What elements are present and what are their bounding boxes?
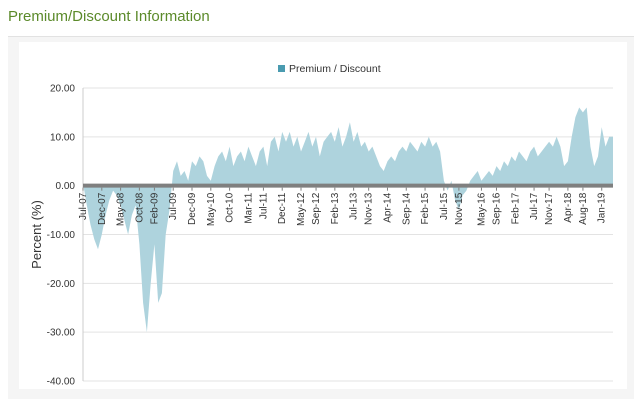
area-layer: [83, 107, 613, 333]
x-tick-label: Feb-15: [420, 192, 431, 224]
x-tick-label: May-10: [206, 192, 217, 226]
chart-panel: 20.00 10.00 0.00 -10.00 -20.00 -30.00 -40.00 J…: [8, 36, 634, 399]
x-tick-label: May-08: [116, 192, 127, 226]
x-tick-label: Apr-14: [382, 192, 393, 222]
x-tick-label: Oct-10: [225, 192, 236, 222]
y-tick-label: -40.00: [47, 377, 76, 388]
x-tick-label: Feb-17: [510, 192, 521, 224]
x-tick-label: Dec-07: [97, 192, 108, 225]
chart-container: 20.00 10.00 0.00 -10.00 -20.00 -30.00 -40.00 J…: [19, 42, 627, 389]
x-tick-label: Jul-09: [168, 192, 179, 220]
y-tick-labels: 20.00 10.00 0.00 -10.00 -20.00 -30.00 -40.00: [47, 84, 76, 388]
x-tick-label: Apr-18: [563, 192, 574, 222]
y-tick-label: -30.00: [47, 328, 76, 339]
y-tick-label: 20.00: [50, 84, 75, 95]
x-tick-label: Feb-13: [330, 192, 341, 224]
x-tick-label: Jul-11: [258, 192, 269, 219]
axis-layer: [82, 88, 613, 381]
section-title: Premium/Discount Information: [8, 8, 210, 25]
y-axis-label: Percent (%): [29, 200, 44, 269]
legend-label-premium-discount[interactable]: Premium / Discount: [289, 63, 381, 75]
legend-swatch: [278, 65, 285, 72]
x-tick-label: Feb-09: [149, 192, 160, 224]
premium-discount-chart: 20.00 10.00 0.00 -10.00 -20.00 -30.00 -40.00 J…: [29, 63, 613, 388]
x-tick-label: Jul-13: [349, 192, 360, 220]
y-tick-label: 10.00: [50, 132, 75, 143]
x-tick-label: Jan-19: [597, 192, 608, 223]
x-tick-label: Dec-09: [187, 192, 198, 225]
legend[interactable]: Premium / Discount: [278, 63, 381, 75]
x-tick-label: Oct-08: [134, 192, 145, 222]
x-tick-label: Jul-07: [78, 192, 89, 220]
x-tick-label: Nov-13: [364, 192, 375, 225]
x-tick-label: Jul-17: [529, 192, 540, 220]
x-tick-label: Jul-15: [439, 192, 450, 220]
x-tick-label: Nov-17: [544, 192, 555, 225]
x-tick-label: Mar-11: [243, 192, 254, 223]
y-tick-label: -10.00: [47, 230, 76, 241]
x-tick-labels: Jul-07 Dec-07 May-08 Oct-08 Feb-09 Jul-09 Dec-…: [78, 187, 608, 226]
y-tick-label: -20.00: [47, 279, 76, 290]
x-tick-label: Sep-12: [311, 192, 322, 225]
x-tick-label: Aug-18: [578, 192, 589, 225]
x-tick-label: Dec-11: [277, 192, 288, 224]
series-area-premium-discount[interactable]: [83, 107, 613, 333]
x-tick-label: Sep-14: [401, 192, 412, 225]
x-tick-label: Sep-16: [491, 192, 502, 225]
y-tick-label: 0.00: [56, 181, 76, 192]
x-tick-label: Nov-15: [454, 192, 465, 225]
x-tick-label: May-12: [296, 192, 307, 226]
x-tick-label: May-16: [476, 192, 487, 226]
